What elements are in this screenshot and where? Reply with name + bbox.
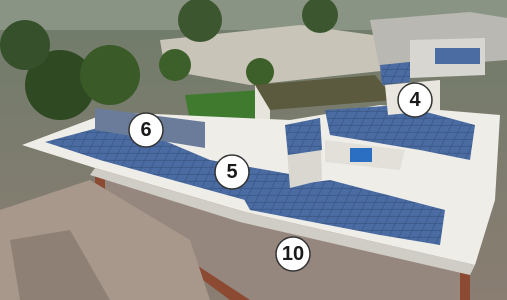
tree <box>159 49 191 81</box>
marker: 6 <box>129 113 163 147</box>
tree <box>178 0 222 42</box>
marker-label: 6 <box>140 119 151 141</box>
tree <box>80 45 140 105</box>
marker: 5 <box>215 155 249 189</box>
far-panels <box>435 48 480 64</box>
aerial-photo: 6 5 4 10 <box>0 0 507 300</box>
tree <box>0 20 50 70</box>
rooftop-unit <box>350 148 372 162</box>
tree <box>246 58 274 86</box>
page: 6 5 4 10 (() => { const data = JSON.pars… <box>0 0 507 300</box>
solar-array <box>380 62 410 85</box>
marker-label: 10 <box>282 243 304 265</box>
marker: 10 <box>276 237 310 271</box>
marker-label: 5 <box>226 161 237 183</box>
marker-label: 4 <box>409 89 421 111</box>
marker: 4 <box>398 83 432 117</box>
